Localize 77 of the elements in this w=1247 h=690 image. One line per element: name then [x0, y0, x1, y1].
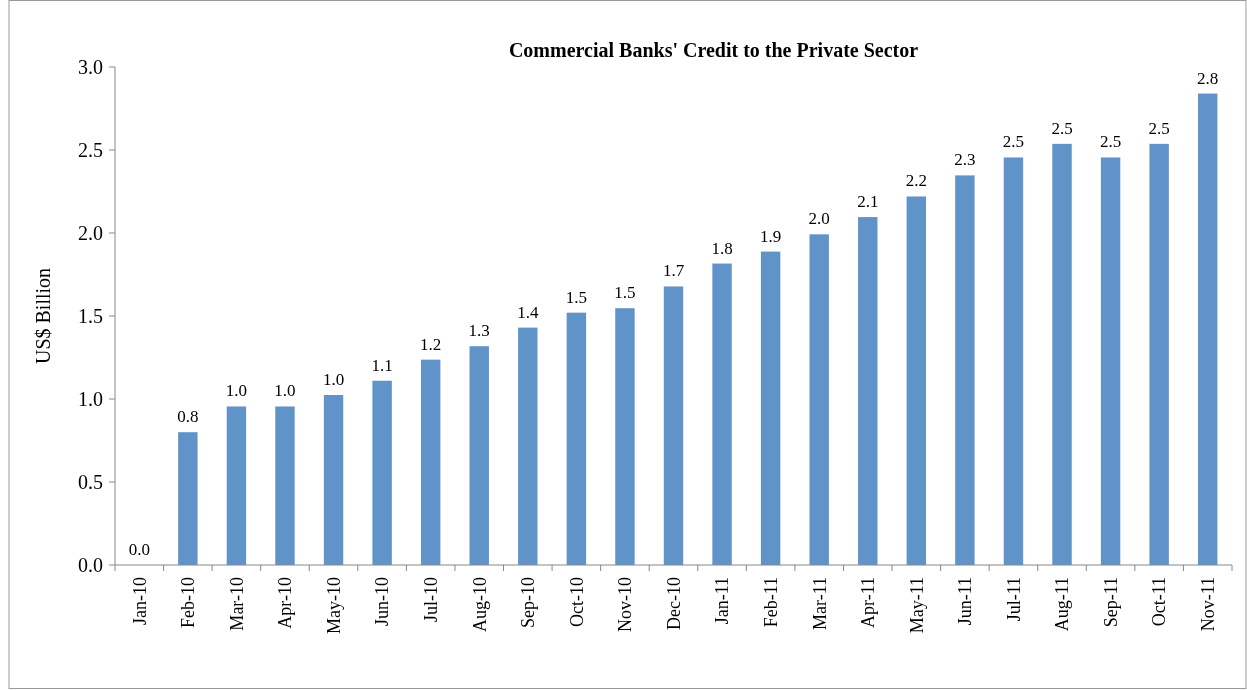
- x-tick-label: Apr-10: [275, 577, 296, 629]
- data-label: 2.1: [857, 192, 879, 212]
- bar: [1149, 143, 1169, 565]
- bar: [1100, 157, 1121, 565]
- x-tick-label: Jun-11: [955, 577, 976, 626]
- bar: [809, 234, 829, 565]
- x-tick-label: Apr-11: [858, 577, 879, 628]
- bar: [469, 346, 489, 565]
- x-tick-label: Nov-11: [1198, 577, 1219, 632]
- x-tick-label: May-10: [323, 577, 344, 634]
- text: 2.0: [78, 222, 103, 244]
- x-tick-label: Jul-10: [420, 577, 441, 622]
- data-label: 2.5: [1148, 118, 1170, 138]
- data-label: 1.5: [565, 287, 587, 307]
- bar: [518, 327, 538, 565]
- data-label: 1.9: [760, 226, 782, 246]
- data-label: 0.8: [177, 407, 199, 427]
- bar: [1003, 157, 1024, 565]
- x-tick-label: Jan-11: [712, 577, 733, 625]
- bar: [275, 406, 295, 565]
- bar: [712, 263, 732, 565]
- bar: [663, 286, 684, 565]
- x-tick-label: Jul-11: [1003, 577, 1024, 622]
- data-label: 2.2: [905, 171, 927, 191]
- bar: [566, 312, 587, 565]
- x-tick-label: Sep-10: [518, 577, 539, 628]
- x-tick-label: Feb-10: [178, 577, 199, 628]
- bar: [226, 406, 247, 565]
- x-tick-label: Jan-10: [129, 577, 150, 625]
- bar: [955, 175, 975, 565]
- text: 1.0: [78, 388, 103, 410]
- data-label: 1.8: [711, 238, 733, 258]
- bar: [372, 380, 392, 565]
- data-label: 1.0: [322, 370, 345, 390]
- y-axis-title: US$ Billion: [32, 267, 54, 365]
- data-label: 1.0: [274, 381, 296, 401]
- data-label: 2.5: [1051, 118, 1073, 138]
- bar: [323, 395, 344, 565]
- data-label: 2.8: [1197, 68, 1219, 88]
- data-label: 2.5: [1099, 132, 1122, 152]
- data-label: 1.7: [662, 261, 685, 281]
- bar: [1052, 143, 1072, 565]
- bar: [858, 217, 878, 565]
- data-label: 1.0: [225, 381, 248, 401]
- text: 1.5: [78, 305, 103, 327]
- bar: [420, 359, 441, 565]
- x-tick-label: May-11: [906, 577, 927, 634]
- x-tick-label: Mar-11: [809, 577, 830, 630]
- text: 3.0: [78, 56, 103, 78]
- x-tick-label: Aug-10: [469, 577, 490, 632]
- data-label: 0.0: [128, 540, 150, 559]
- data-label: 1.5: [614, 283, 636, 303]
- data-label: 2.5: [1002, 132, 1025, 152]
- data-label: 1.4: [517, 302, 539, 322]
- x-tick-label: Jun-10: [372, 577, 393, 626]
- x-tick-label: Oct-11: [1149, 577, 1170, 627]
- text: 0.5: [78, 471, 103, 493]
- chart-title: Commercial Banks' Credit to the Private Sector: [508, 39, 919, 61]
- data-label: 2.0: [808, 209, 830, 229]
- bar: [615, 308, 635, 565]
- x-tick-label: Nov-10: [615, 577, 636, 632]
- x-tick-label: Oct-10: [566, 577, 587, 627]
- data-label: 1.2: [420, 334, 442, 354]
- x-tick-label: Dec-10: [663, 577, 684, 630]
- bar: [906, 196, 927, 565]
- x-tick-label: Mar-10: [226, 577, 247, 631]
- data-label: 2.3: [954, 150, 976, 170]
- x-tick-label: Sep-11: [1100, 577, 1121, 628]
- text: 2.5: [78, 139, 103, 161]
- text: 0.0: [78, 554, 103, 576]
- bar: [1198, 93, 1218, 565]
- bar: [760, 251, 781, 565]
- x-tick-label: Aug-11: [1052, 577, 1073, 632]
- bar: [178, 432, 198, 565]
- data-label: 1.3: [468, 321, 490, 341]
- x-tick-label: Feb-11: [760, 577, 781, 628]
- data-label: 1.1: [371, 355, 393, 375]
